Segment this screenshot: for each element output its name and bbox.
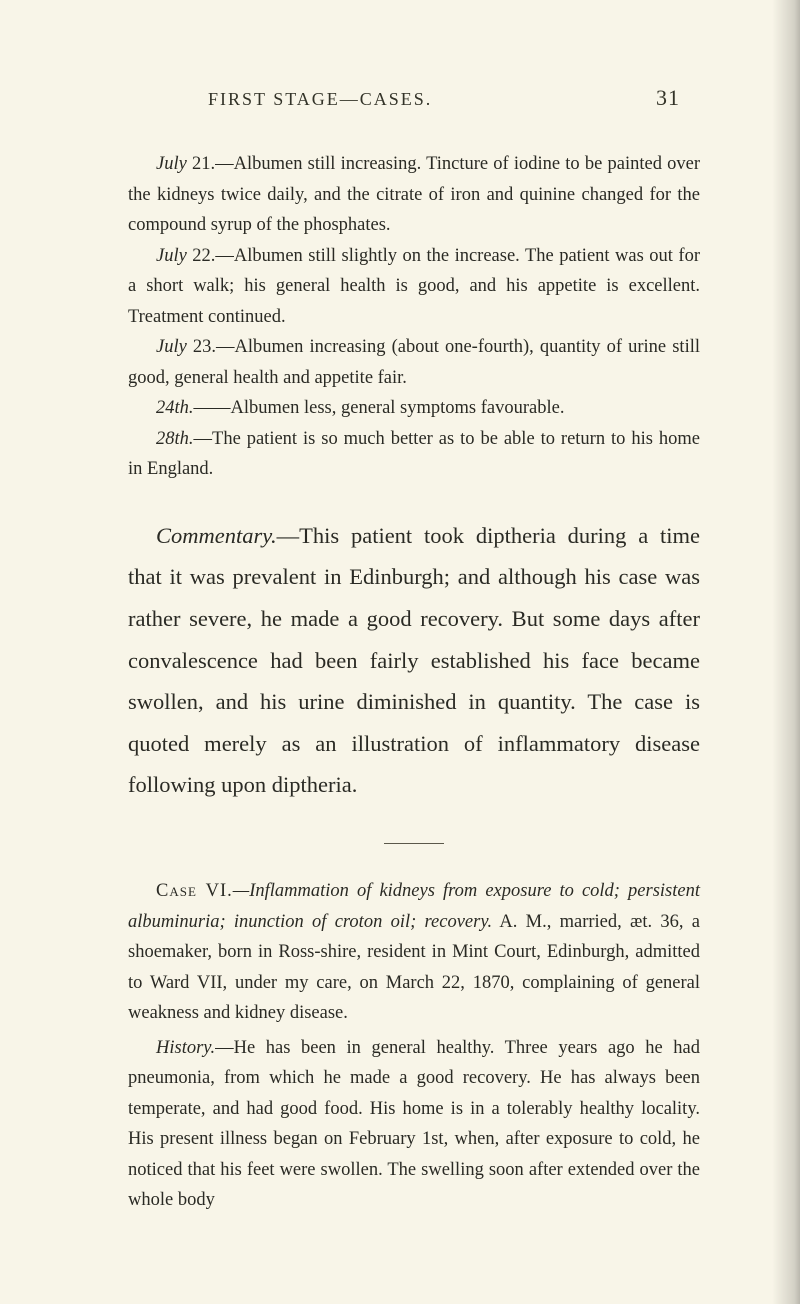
running-head: FIRST STAGE—CASES. 31 — [128, 85, 700, 111]
entry-date: July — [156, 154, 187, 174]
entry-text: 21.—Albumen still increasing. Tincture o… — [128, 154, 700, 235]
commentary-lead: Commentary. — [156, 523, 277, 548]
entry-text: ——Albumen less, general symptoms favoura… — [194, 398, 565, 418]
entry-text: —The patient is so much better as to be … — [128, 429, 700, 480]
entry-text: 22.—Albumen still slightly on the increa… — [128, 246, 700, 327]
history-lead: History. — [156, 1038, 215, 1058]
diary-entry: 24th.——Albumen less, general symptoms fa… — [128, 393, 700, 424]
spine-shadow — [772, 0, 800, 1304]
page-number: 31 — [656, 85, 680, 111]
diary-entry: July 22.—Albumen still slightly on the i… — [128, 241, 700, 333]
history-body: —He has been in general healthy. Three y… — [128, 1038, 700, 1211]
case-paragraph: Case VI.—Inflammation of kidneys from ex… — [128, 876, 700, 1029]
commentary-paragraph: Commentary.—This patient took diptheria … — [128, 515, 700, 806]
page: FIRST STAGE—CASES. 31 July 21.—Albumen s… — [0, 0, 800, 1304]
entry-date: 28th. — [156, 429, 194, 449]
entry-text: 23.—Albumen increasing (about one-fourth… — [128, 337, 700, 388]
entry-date: 24th. — [156, 398, 194, 418]
history-paragraph: History.—He has been in general healthy.… — [128, 1033, 700, 1216]
diary-entry: July 21.—Albumen still increasing. Tinct… — [128, 149, 700, 241]
diary-entry: July 23.—Albumen increasing (about one-f… — [128, 332, 700, 393]
entry-date: July — [156, 246, 187, 266]
diary-entry: 28th.—The patient is so much better as t… — [128, 424, 700, 485]
case-label: Case VI. — [156, 881, 233, 901]
section-separator — [128, 834, 700, 852]
horizontal-rule-icon — [384, 843, 444, 844]
entry-date: July — [156, 337, 187, 357]
running-title: FIRST STAGE—CASES. — [208, 89, 432, 110]
commentary-body: —This patient took diptheria during a ti… — [128, 523, 700, 798]
